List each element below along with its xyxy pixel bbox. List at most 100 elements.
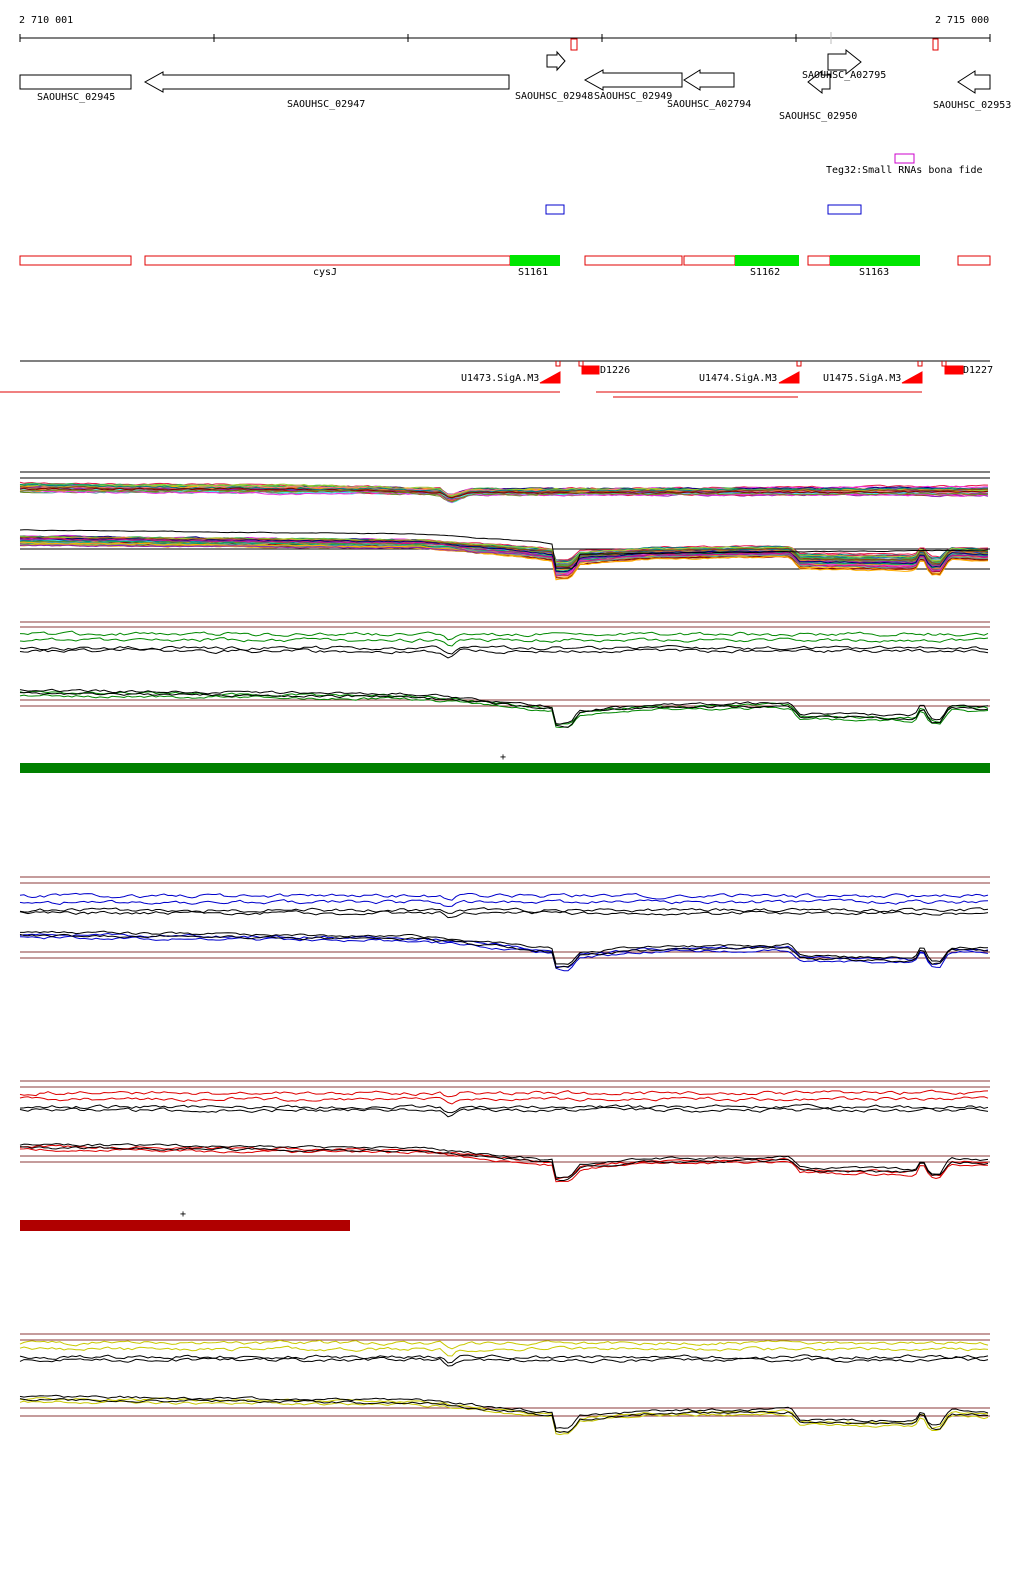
tiling-box[interactable]: [827, 204, 862, 215]
gene-arrow-a02794[interactable]: [683, 69, 735, 91]
condition-trace: [19, 644, 989, 655]
promoter-triangle[interactable]: [778, 371, 800, 384]
multi-condition-expression-track-forward: [19, 471, 990, 504]
green-condition-track-forward: [19, 621, 990, 659]
gene-track: [19, 32, 991, 95]
ruler-end-label: 2 715 000: [935, 15, 989, 26]
condition-trace: [19, 691, 989, 728]
gene-arrow-02953[interactable]: [957, 70, 991, 94]
gene-label: SAOUHSC_02949: [594, 91, 672, 102]
blue-condition-track-forward: [19, 876, 990, 919]
annotation-block[interactable]: [19, 255, 132, 266]
promoter-track: U1473.SigA.M3 U1474.SigA.M3 U1475.SigA.M…: [0, 360, 993, 398]
annotation-block-cysj[interactable]: [144, 255, 511, 266]
condition-trace: [19, 1354, 989, 1364]
condition-trace: [19, 935, 989, 972]
condition-trace: [19, 1103, 989, 1114]
gene-arrow-02949[interactable]: [583, 69, 683, 91]
coordinate-ruler: 2 710 001 2 715 000: [19, 15, 991, 51]
promoter-triangle[interactable]: [901, 371, 923, 384]
condition-trace: [19, 694, 989, 729]
condition-trace: [19, 1089, 989, 1098]
condition-trace: [19, 647, 989, 659]
gene-label: SAOUHSC_A02794: [667, 99, 751, 110]
condition-trace: [19, 933, 989, 969]
terminator-label: D1227: [963, 365, 993, 376]
condition-trace: [19, 1147, 988, 1183]
condition-trace: [19, 907, 989, 914]
promoter-label: U1473.SigA.M3: [461, 373, 539, 384]
green-strand-bar[interactable]: [20, 763, 990, 773]
expression-trace: [19, 536, 989, 564]
gene-label: SAOUHSC_02948: [515, 91, 593, 102]
condition-trace: [19, 1144, 989, 1180]
condition-trace: [19, 1356, 989, 1367]
annotation-block-s1161[interactable]: [510, 255, 560, 266]
condition-trace: [19, 892, 989, 901]
gene-arrow-a02795[interactable]: [827, 48, 862, 76]
gene-arrow-02948[interactable]: [546, 50, 566, 72]
srna-box[interactable]: [894, 153, 915, 164]
gene-label: SAOUHSC_A02795: [802, 70, 886, 81]
red-condition-track-reverse: [19, 1143, 990, 1183]
tiling-track: [545, 204, 862, 215]
condition-trace: [19, 630, 989, 641]
annotation-block-s1163[interactable]: [830, 255, 920, 266]
condition-trace: [19, 637, 989, 647]
expression-trace: [19, 540, 989, 572]
multi-condition-expression-track-reverse: [19, 529, 990, 581]
condition-trace: [19, 1345, 989, 1357]
annotation-label: S1161: [518, 267, 548, 278]
expression-trace: [19, 541, 989, 581]
condition-trace: [19, 1096, 989, 1105]
annotation-block[interactable]: [957, 255, 991, 266]
terminator-label: D1226: [600, 365, 630, 376]
gene-arrow-02950[interactable]: [807, 69, 831, 95]
condition-trace: [19, 688, 989, 725]
annotation-block[interactable]: [807, 255, 831, 266]
gene-label: SAOUHSC_02947: [287, 99, 365, 110]
terminator-block[interactable]: [581, 365, 600, 375]
expression-trace: [19, 537, 989, 577]
gene-arrow-02945[interactable]: [19, 74, 132, 90]
gene-labels: SAOUHSC_02945 SAOUHSC_02947 SAOUHSC_0294…: [37, 70, 1011, 122]
expression-trace: [19, 529, 989, 569]
green-strand-marker: +: [500, 752, 506, 763]
expression-trace: [19, 537, 988, 573]
yellow-condition-track-reverse: [19, 1394, 990, 1436]
red-condition-track-forward: [19, 1080, 990, 1118]
condition-trace: [19, 1339, 989, 1350]
annotation-label: S1162: [750, 267, 780, 278]
promoter-label: U1475.SigA.M3: [823, 373, 901, 384]
condition-trace: [19, 1106, 989, 1118]
annotation-block[interactable]: [683, 255, 736, 266]
annotation-block[interactable]: [584, 255, 683, 266]
promoter-triangle[interactable]: [539, 371, 561, 384]
condition-trace: [19, 1143, 989, 1179]
condition-trace: [19, 898, 989, 908]
condition-trace: [19, 1398, 989, 1433]
expression-trace: [19, 487, 989, 499]
condition-trace: [19, 1394, 989, 1429]
red-strand-marker: +: [180, 1209, 186, 1220]
condition-trace: [19, 1146, 989, 1181]
srna-label: Teg32:Small RNAs bona fide: [826, 165, 983, 176]
expression-trace: [19, 544, 989, 569]
ruler-start-label: 2 710 001: [19, 15, 73, 26]
annotation-label: cysJ: [313, 267, 337, 278]
tiling-box[interactable]: [545, 204, 565, 215]
red-strand-bar[interactable]: [20, 1220, 350, 1231]
annotation-label: S1163: [859, 267, 889, 278]
gene-arrow-02947[interactable]: [143, 71, 510, 93]
green-condition-track-reverse: [19, 688, 990, 729]
annotation-track: cysJ S1161 S1162 S1163: [19, 255, 991, 278]
condition-trace: [19, 1397, 989, 1433]
annotation-block-s1162[interactable]: [735, 255, 799, 266]
condition-trace: [19, 910, 989, 919]
promoter-label: U1474.SigA.M3: [699, 373, 777, 384]
srna-track: Teg32:Small RNAs bona fide: [826, 153, 983, 176]
condition-trace: [20, 930, 988, 965]
terminator-block[interactable]: [944, 365, 964, 375]
blue-condition-track-reverse: [19, 930, 990, 972]
